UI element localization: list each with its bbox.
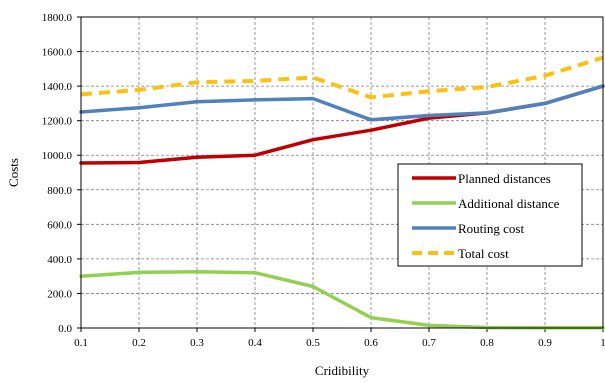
x-tick-label: 0.8 — [480, 337, 494, 349]
legend: Planned distances Additional distance Rout… — [397, 163, 583, 267]
plot-frame — [80, 16, 604, 329]
x-tick-label: 0.6 — [364, 337, 378, 349]
y-tick-label: 1400.0 — [42, 81, 73, 93]
legend-label-routing-cost: Routing cost — [458, 221, 524, 236]
x-tick-label: 0.9 — [538, 337, 552, 349]
x-tick-label: 1 — [600, 337, 605, 349]
legend-label-additional-distance: Additional distance — [458, 196, 560, 211]
x-tick-label: 0.1 — [74, 337, 88, 349]
x-tick-label: 0.7 — [422, 337, 436, 349]
y-tick-label: 200.0 — [47, 288, 72, 300]
y-tick-label: 800.0 — [47, 185, 72, 197]
y-tick-label: 1200.0 — [42, 116, 73, 128]
x-axis-title: Cridibility — [315, 363, 370, 378]
series-lines — [79, 55, 605, 330]
x-tick-label: 0.4 — [248, 337, 262, 349]
y-tick-label: 0.0 — [58, 323, 72, 335]
series-line-routing-cost — [79, 84, 605, 122]
y-tick-label: 400.0 — [47, 254, 72, 266]
y-tick-label: 600.0 — [47, 219, 72, 231]
legend-label-planned-distances: Planned distances — [458, 171, 551, 186]
series-line-total-cost — [80, 55, 604, 100]
x-tick-label: 0.3 — [190, 337, 204, 349]
y-tick-label: 1600.0 — [42, 47, 73, 59]
y-axis-ticks: 0.0 200.0 400.0 600.0 800.0 1000.0 1200.0 1400.… — [42, 12, 81, 335]
legend-label-total-cost: Total cost — [458, 246, 509, 261]
y-tick-label: 1800.0 — [42, 12, 73, 24]
series-line-additional-distance — [79, 270, 605, 330]
legend-box — [397, 163, 583, 267]
y-axis-title: Costs — [6, 158, 21, 187]
y-tick-label: 1000.0 — [42, 150, 73, 162]
x-tick-label: 0.5 — [306, 337, 320, 349]
series-line-planned-distances — [79, 84, 605, 165]
x-axis-ticks: 0.1 0.2 0.3 0.4 0.5 0.6 0.7 0.8 0.9 1 — [74, 328, 605, 349]
x-tick-label: 0.2 — [132, 337, 146, 349]
